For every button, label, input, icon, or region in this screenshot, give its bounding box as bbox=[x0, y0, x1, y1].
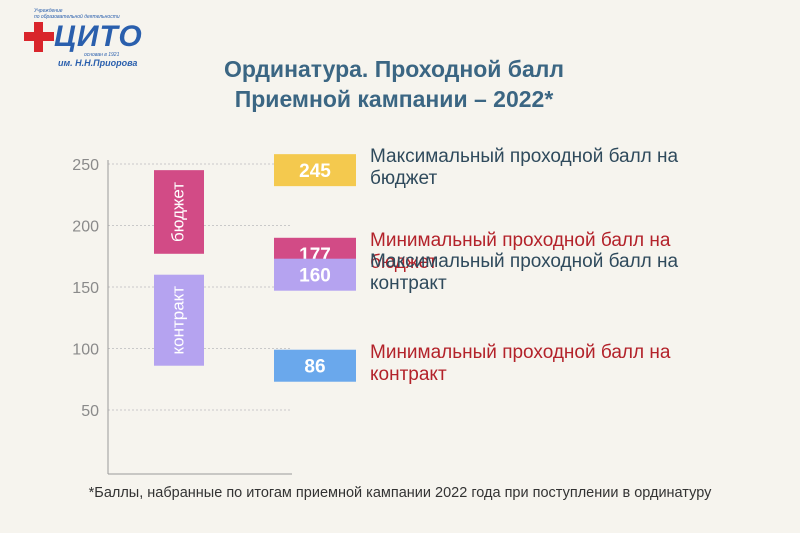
legend-label: Минимальный проходной балл на контракт bbox=[370, 342, 670, 386]
legend-label-line-1: Минимальный проходной балл на bbox=[370, 341, 671, 363]
title-line-1: Ординатура. Проходной балл bbox=[223, 56, 565, 82]
range-bar-label: контракт bbox=[168, 286, 187, 355]
title-line-2: Приемной кампании – 2022* bbox=[234, 86, 554, 112]
legend-label-line-1: Минимальный проходной балл на bbox=[370, 229, 671, 251]
legend-label: Максимальный проходной балл на контракт bbox=[370, 251, 678, 295]
legend-label-line-2: контракт bbox=[370, 363, 447, 385]
range-bar bbox=[154, 274, 204, 366]
logo-caption-1: Учреждение bbox=[34, 8, 63, 14]
legend-label-line-1: Максимальный проходной балл на bbox=[370, 250, 679, 272]
marker-box bbox=[274, 258, 356, 291]
marker-box bbox=[274, 154, 356, 187]
marker-value: 86 bbox=[304, 357, 325, 378]
y-tick-label: 50 bbox=[81, 403, 99, 420]
y-tick-label: 250 bbox=[72, 157, 99, 174]
legend-label-line-1: Максимальный проходной балл на bbox=[370, 146, 679, 168]
marker-value: 160 bbox=[299, 266, 331, 287]
legend-label: Максимальный проходной балл на бюджет bbox=[370, 146, 678, 190]
page-title: Ординатура. Проходной балл Приемной камп… bbox=[160, 54, 628, 114]
marker-box bbox=[274, 349, 356, 382]
legend-label-line-2: контракт bbox=[370, 272, 447, 294]
range-bar bbox=[154, 170, 204, 254]
y-tick-label: 150 bbox=[72, 280, 99, 297]
logo-since: основан в 1921 bbox=[84, 52, 120, 58]
marker-value: 245 bbox=[299, 161, 331, 182]
logo-word: ЦИТО bbox=[54, 20, 143, 53]
range-bar-label: бюджет bbox=[168, 182, 187, 242]
legend-label-line-2: бюджет bbox=[370, 251, 438, 273]
footnote: *Баллы, набранные по итогам приемной кам… bbox=[88, 485, 712, 501]
logo-caption-2: по образовательной деятельности bbox=[34, 14, 120, 20]
y-tick-label: 200 bbox=[72, 219, 99, 236]
cross-icon bbox=[24, 22, 54, 52]
legend-label: Минимальный проходной балл на бюджет bbox=[370, 230, 670, 274]
y-tick-label: 100 bbox=[72, 342, 99, 359]
logo: Учреждение по образовательной деятельнос… bbox=[22, 6, 162, 68]
logo-named: им. Н.Н.Приорова bbox=[58, 58, 138, 68]
legend-label-line-2: бюджет bbox=[370, 168, 438, 190]
